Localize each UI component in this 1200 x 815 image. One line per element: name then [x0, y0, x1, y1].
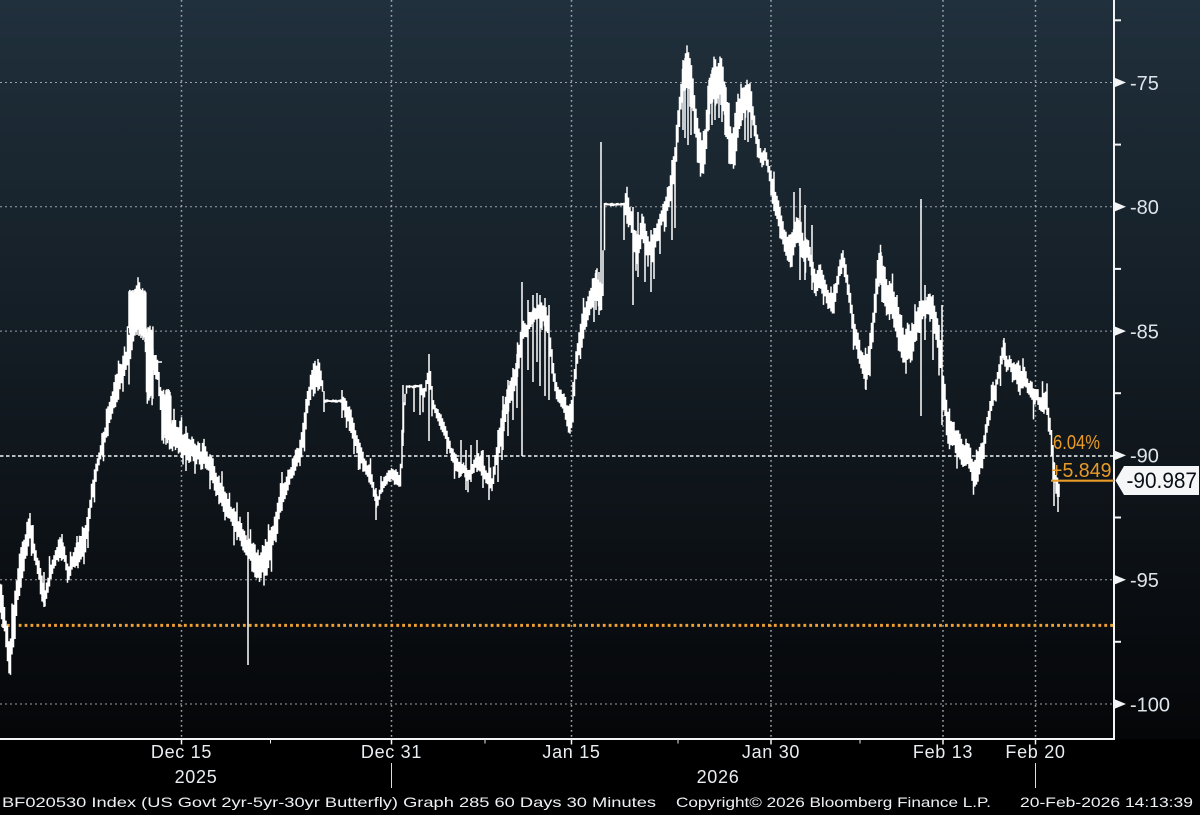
svg-text:+5.849: +5.849 — [1051, 460, 1112, 482]
svg-text:-90.987: -90.987 — [1127, 468, 1198, 493]
svg-text:Feb 13: Feb 13 — [913, 742, 973, 762]
svg-text:-100: -100 — [1130, 694, 1170, 716]
svg-text:-80: -80 — [1130, 197, 1159, 219]
svg-text:Jan 15: Jan 15 — [542, 742, 600, 762]
svg-text:-95: -95 — [1130, 570, 1159, 592]
svg-text:BF020530 Index (US Govt 2yr-5y: BF020530 Index (US Govt 2yr-5yr-30yr But… — [2, 794, 656, 810]
svg-text:20-Feb-2026 14:13:39: 20-Feb-2026 14:13:39 — [1020, 794, 1193, 810]
svg-text:Jan 30: Jan 30 — [742, 742, 800, 762]
svg-text:-90: -90 — [1130, 446, 1159, 468]
svg-text:Copyright© 2026 Bloomberg Fina: Copyright© 2026 Bloomberg Finance L.P. — [676, 794, 991, 810]
svg-text:Dec 31: Dec 31 — [361, 742, 422, 762]
svg-text:2026: 2026 — [697, 767, 740, 787]
svg-text:6.04%: 6.04% — [1053, 432, 1100, 454]
svg-text:-85: -85 — [1130, 321, 1159, 343]
svg-text:Dec 15: Dec 15 — [151, 742, 212, 762]
svg-text:Feb 20: Feb 20 — [1005, 742, 1065, 762]
svg-text:-75: -75 — [1130, 73, 1159, 95]
svg-text:2025: 2025 — [175, 767, 218, 787]
